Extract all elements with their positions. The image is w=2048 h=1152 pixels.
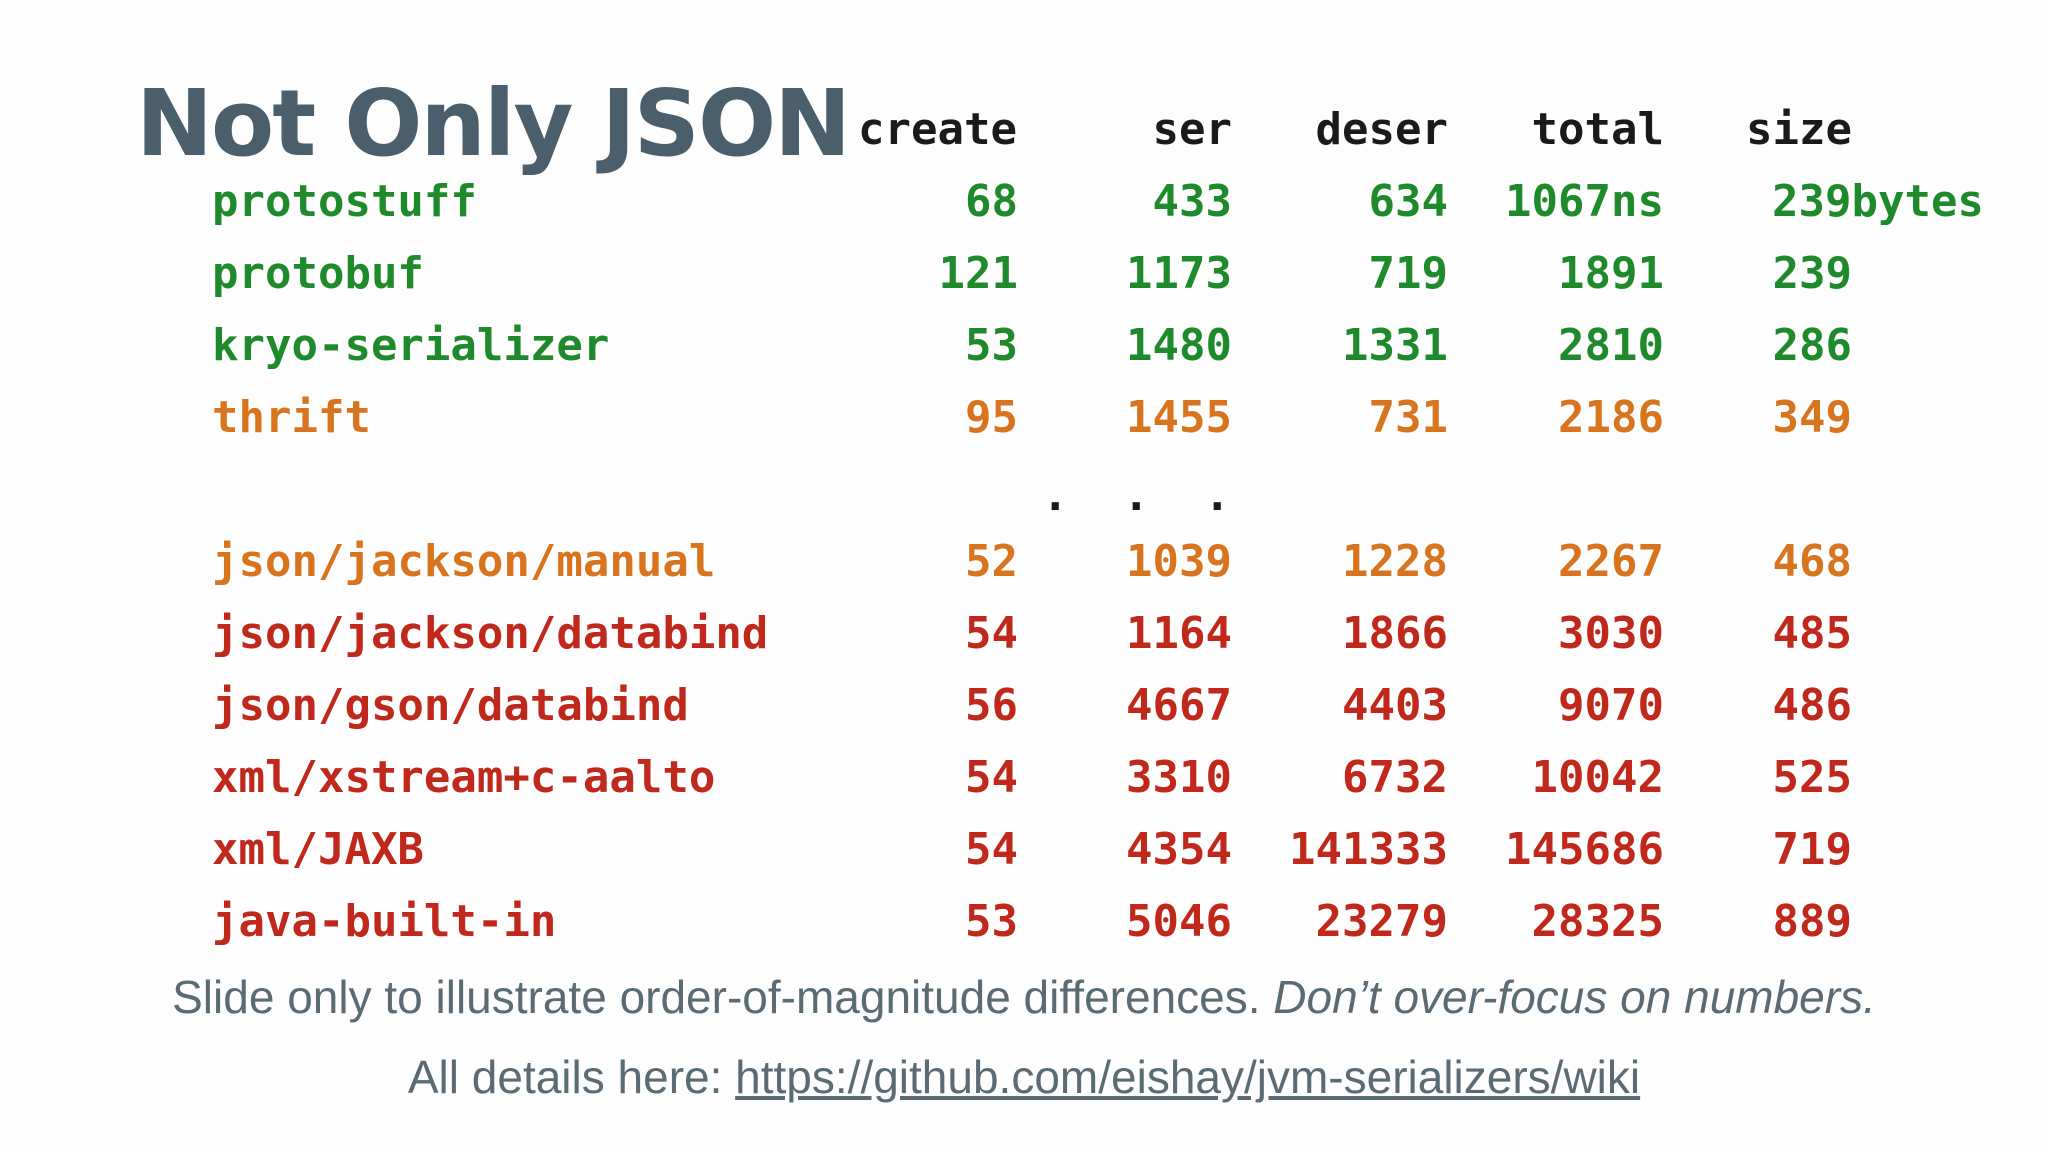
- size-value: 486: [1772, 680, 1852, 731]
- total-value: 2810: [1558, 320, 1664, 371]
- create-value: 68: [965, 176, 1018, 227]
- header-ser: ser: [1152, 104, 1232, 155]
- total-value: 10042: [1531, 752, 1664, 803]
- size-value: 239bytes: [1772, 176, 1984, 227]
- size-value: 286: [1772, 320, 1852, 371]
- serializer-name: xml/xstream+c-aalto: [212, 752, 716, 803]
- ser-value: 1164: [1126, 608, 1232, 659]
- size-value: 239: [1772, 248, 1852, 299]
- header-total: total: [1531, 104, 1664, 155]
- ellipsis: . . .: [1042, 470, 1245, 521]
- total-value: 1067ns: [1505, 176, 1664, 227]
- table-row: protobuf 121 1173 719 1891 239: [0, 246, 2048, 302]
- deser-value: 4403: [1342, 680, 1448, 731]
- deser-value: 1331: [1342, 320, 1448, 371]
- create-value: 95: [965, 392, 1018, 443]
- ser-value: 5046: [1126, 896, 1232, 947]
- size-value: 889: [1772, 896, 1852, 947]
- ser-value: 433: [1152, 176, 1232, 227]
- create-value: 54: [965, 608, 1018, 659]
- details-link[interactable]: https://github.com/eishay/jvm-serializer…: [735, 1051, 1641, 1103]
- deser-value: 23279: [1315, 896, 1448, 947]
- table-row: json/jackson/databind 54 1164 1866 3030 …: [0, 606, 2048, 662]
- details-prefix: All details here:: [407, 1051, 723, 1103]
- disclaimer-emphasis: Don’t over-focus on numbers.: [1273, 971, 1876, 1023]
- deser-value: 1866: [1342, 608, 1448, 659]
- deser-value: 6732: [1342, 752, 1448, 803]
- total-value: 2186: [1558, 392, 1664, 443]
- serializer-name: json/jackson/databind: [212, 608, 769, 659]
- ser-value: 4354: [1126, 824, 1232, 875]
- size-value: 719: [1772, 824, 1852, 875]
- disclaimer-note: Slide only to illustrate order-of-magnit…: [0, 966, 2048, 1028]
- create-value: 53: [965, 896, 1018, 947]
- total-value: 1891: [1558, 248, 1664, 299]
- ser-value: 1039: [1126, 536, 1232, 587]
- table-row: protostuff 68 433 634 1067ns 239bytes: [0, 174, 2048, 230]
- header-deser: deser: [1315, 104, 1448, 155]
- size-value: 468: [1772, 536, 1852, 587]
- serializer-name: kryo-serializer: [212, 320, 610, 371]
- table-row: xml/JAXB 54 4354 141333 145686 719: [0, 822, 2048, 878]
- table-row: xml/xstream+c-aalto 54 3310 6732 10042 5…: [0, 750, 2048, 806]
- deser-value: 634: [1368, 176, 1448, 227]
- table-row: thrift 95 1455 731 2186 349: [0, 390, 2048, 446]
- ser-value: 1480: [1126, 320, 1232, 371]
- ser-value: 1455: [1126, 392, 1232, 443]
- size-value: 525: [1772, 752, 1852, 803]
- ser-value: 3310: [1126, 752, 1232, 803]
- slide-title: Not Only JSON: [136, 70, 851, 177]
- ser-value: 1173: [1126, 248, 1232, 299]
- create-value: 53: [965, 320, 1018, 371]
- create-value: 54: [965, 752, 1018, 803]
- header-size: size: [1746, 104, 1852, 155]
- header-create: create: [858, 104, 1017, 155]
- total-value: 9070: [1558, 680, 1664, 731]
- serializer-name: xml/JAXB: [212, 824, 424, 875]
- table-row: kryo-serializer 53 1480 1331 2810 286: [0, 318, 2048, 374]
- serializer-name: thrift: [212, 392, 371, 443]
- deser-value: 731: [1368, 392, 1448, 443]
- create-value: 52: [965, 536, 1018, 587]
- table-row: json/jackson/manual 52 1039 1228 2267 46…: [0, 534, 2048, 590]
- deser-value: 141333: [1289, 824, 1448, 875]
- serializer-name: java-built-in: [212, 896, 557, 947]
- total-value: 3030: [1558, 608, 1664, 659]
- total-value: 145686: [1505, 824, 1664, 875]
- create-value: 56: [965, 680, 1018, 731]
- create-value: 121: [938, 248, 1018, 299]
- size-value: 349: [1772, 392, 1852, 443]
- total-value: 28325: [1531, 896, 1664, 947]
- disclaimer-text: Slide only to illustrate order-of-magnit…: [172, 971, 1261, 1023]
- serializer-name: protobuf: [212, 248, 424, 299]
- table-row: json/gson/databind 56 4667 4403 9070 486: [0, 678, 2048, 734]
- ser-value: 4667: [1126, 680, 1232, 731]
- size-value: 485: [1772, 608, 1852, 659]
- total-value: 2267: [1558, 536, 1664, 587]
- table-row: java-built-in 53 5046 23279 28325 889: [0, 894, 2048, 950]
- deser-value: 1228: [1342, 536, 1448, 587]
- serializer-name: json/gson/databind: [212, 680, 689, 731]
- create-value: 54: [965, 824, 1018, 875]
- details-line: All details here: https://github.com/eis…: [0, 1046, 2048, 1108]
- deser-value: 719: [1368, 248, 1448, 299]
- serializer-name: protostuff: [212, 176, 477, 227]
- serializer-name: json/jackson/manual: [212, 536, 716, 587]
